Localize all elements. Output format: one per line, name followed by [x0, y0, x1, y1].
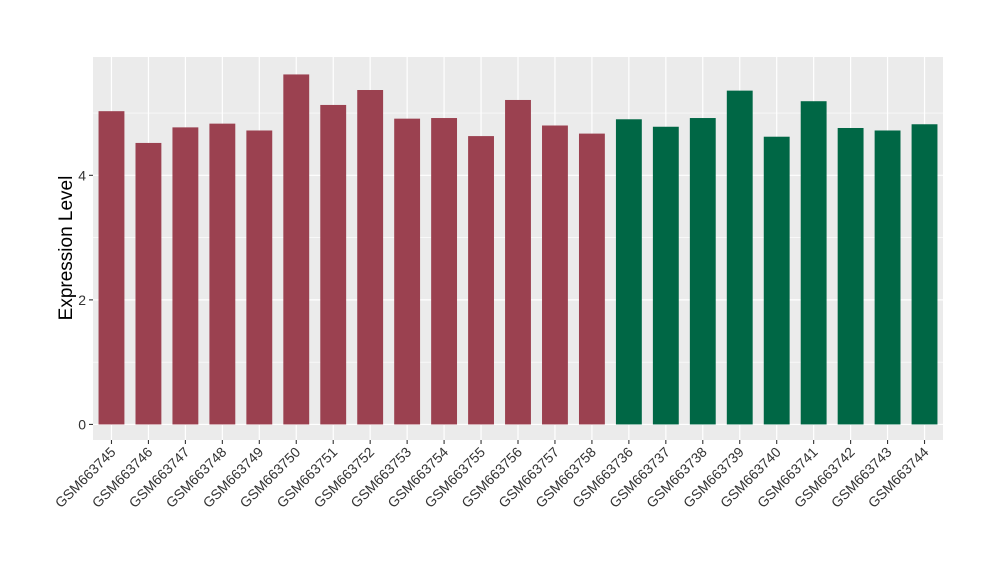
bar-GSM663741 — [800, 101, 827, 425]
x-axis: GSM663745GSM663746GSM663747GSM663748GSM6… — [52, 440, 932, 511]
bar-GSM663740 — [763, 136, 790, 425]
bar-layer — [98, 74, 938, 425]
bar-GSM663753 — [394, 118, 421, 425]
bar-GSM663755 — [468, 136, 494, 425]
bar-GSM663738 — [689, 118, 716, 425]
y-axis-title: Expression Level — [56, 176, 77, 321]
y-tick-label: 2 — [78, 292, 86, 308]
bar-GSM663749 — [246, 130, 273, 425]
bar-GSM663742 — [837, 127, 864, 425]
y-tick-label: 4 — [78, 167, 86, 183]
bar-GSM663750 — [283, 74, 310, 425]
bar-GSM663752 — [357, 90, 384, 425]
bar-GSM663758 — [578, 133, 605, 425]
bar-GSM663751 — [320, 104, 347, 425]
bar-GSM663745 — [98, 111, 125, 425]
y-tick-label: 0 — [78, 416, 86, 432]
bar-GSM663743 — [874, 130, 901, 425]
bar-GSM663747 — [172, 127, 199, 425]
y-axis: 0 2 4 — [78, 167, 93, 432]
bar-GSM663748 — [209, 123, 236, 425]
bar-GSM663757 — [542, 125, 568, 425]
bar-GSM663739 — [726, 90, 753, 425]
bar-GSM663754 — [431, 118, 458, 425]
bar-GSM663746 — [135, 142, 162, 425]
bar-GSM663736 — [615, 119, 642, 425]
bar-GSM663756 — [505, 99, 531, 425]
bar-GSM663737 — [652, 126, 679, 425]
bar-GSM663744 — [911, 124, 938, 425]
